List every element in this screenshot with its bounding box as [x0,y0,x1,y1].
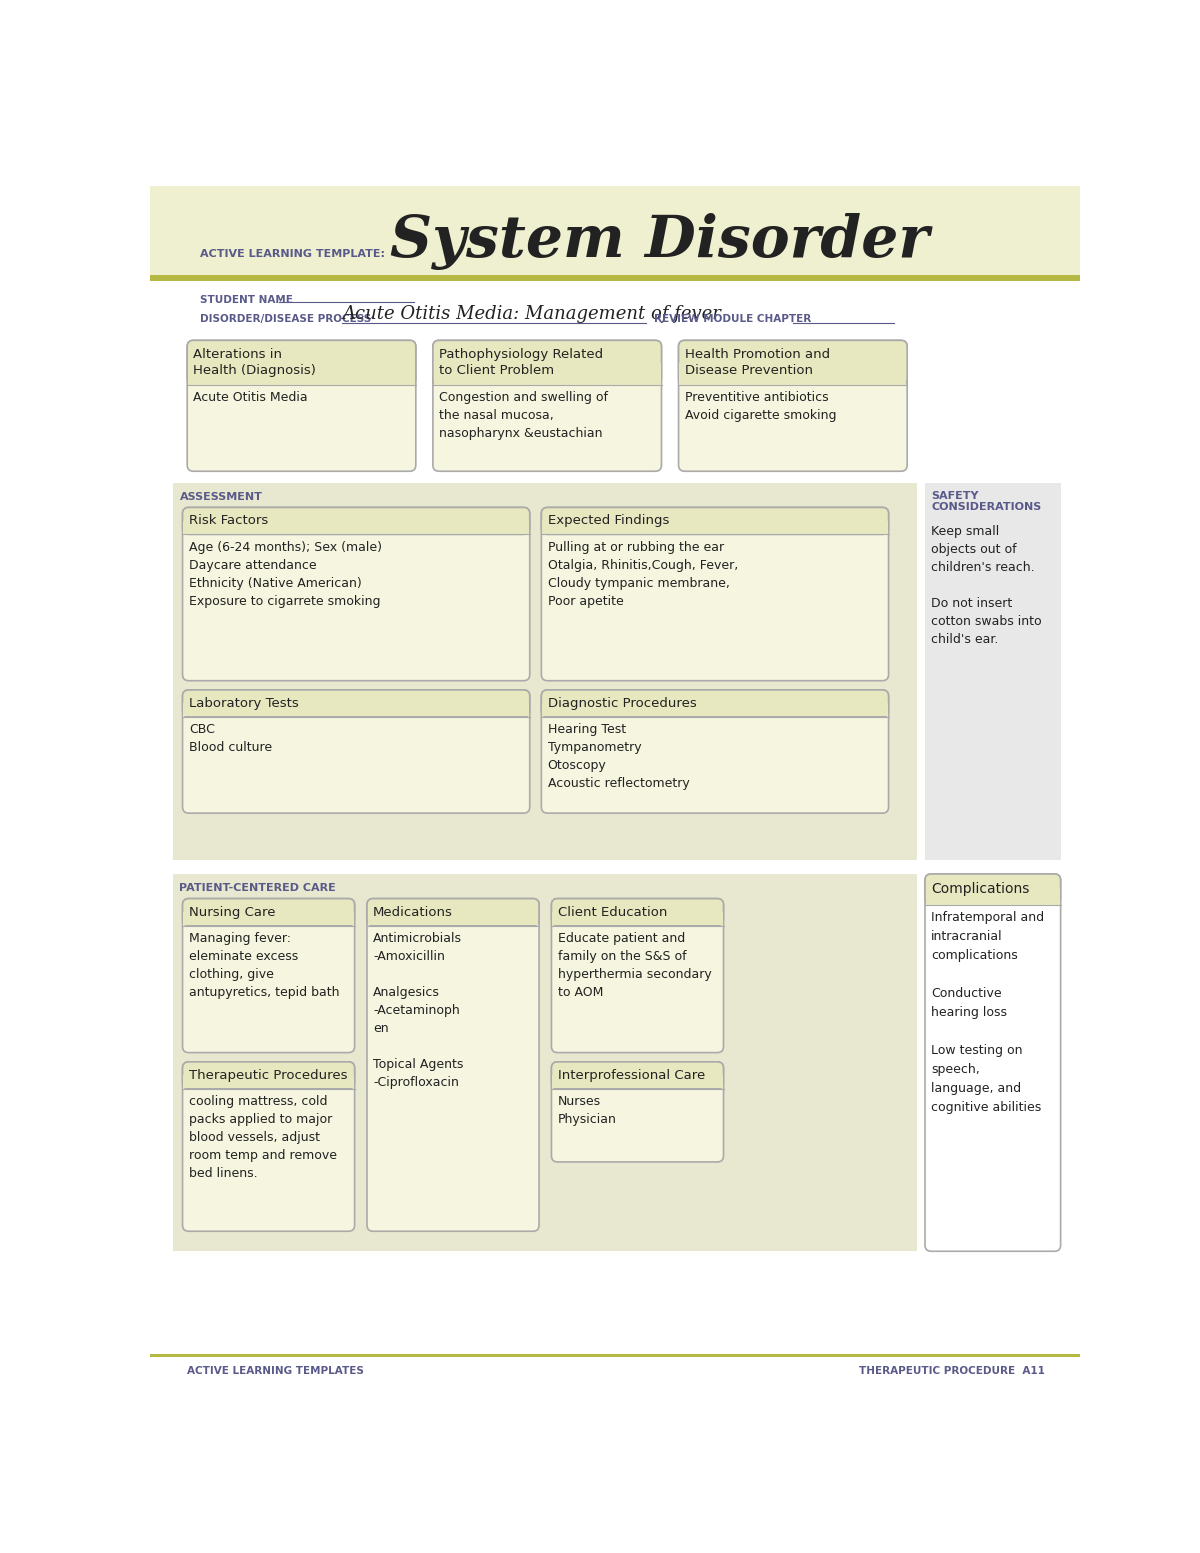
Bar [679,363,906,385]
FancyBboxPatch shape [182,690,529,717]
Bar [188,363,415,385]
Text: PATIENT-CENTERED CARE: PATIENT-CENTERED CARE [180,882,336,893]
Bar [188,342,415,385]
Bar [552,899,722,926]
Text: Acute Otitis Media: Acute Otitis Media [193,391,308,404]
FancyBboxPatch shape [541,690,888,814]
Text: Managing fever:
eleminate excess
clothing, give
antupyretics, tepid bath: Managing fever: eleminate excess clothin… [188,932,340,999]
Text: THERAPEUTIC PROCEDURE  A11: THERAPEUTIC PROCEDURE A11 [859,1365,1045,1376]
Bar [542,508,888,534]
FancyBboxPatch shape [182,899,355,926]
Text: Risk Factors: Risk Factors [188,514,268,528]
Bar [433,342,661,385]
FancyBboxPatch shape [552,1062,724,1089]
Text: Keep small
objects out of
children's reach.

Do not insert
cotton swabs into
chi: Keep small objects out of children's rea… [931,525,1042,646]
Text: Therapeutic Procedures: Therapeutic Procedures [188,1068,347,1082]
Text: SAFETY
CONSIDERATIONS: SAFETY CONSIDERATIONS [931,491,1042,512]
Text: DISORDER/DISEASE PROCESS: DISORDER/DISEASE PROCESS [200,314,372,323]
Text: ACTIVE LEARNING TEMPLATES: ACTIVE LEARNING TEMPLATES [187,1365,364,1376]
FancyBboxPatch shape [541,508,888,680]
Bar [173,483,917,860]
Text: CBC
Blood culture: CBC Blood culture [188,724,272,755]
Text: STUDENT NAME: STUDENT NAME [200,295,293,306]
FancyBboxPatch shape [925,874,1061,905]
Text: Diagnostic Procedures: Diagnostic Procedures [547,697,696,710]
Bar [184,1075,354,1089]
Text: ACTIVE LEARNING TEMPLATE:: ACTIVE LEARNING TEMPLATE: [200,248,385,259]
FancyBboxPatch shape [182,508,529,534]
Bar [679,342,906,385]
Text: Client Education: Client Education [558,905,667,918]
Bar [184,508,529,534]
Bar [184,912,354,924]
Text: Laboratory Tests: Laboratory Tests [188,697,299,710]
Bar [173,874,917,1252]
FancyBboxPatch shape [182,1062,355,1232]
Bar [433,363,661,385]
Bar [150,275,1080,281]
FancyBboxPatch shape [187,340,416,385]
Bar [552,1062,722,1089]
Bar [552,912,722,924]
Text: Medications: Medications [373,905,454,918]
Text: REVIEW MODULE CHAPTER: REVIEW MODULE CHAPTER [654,314,811,323]
FancyBboxPatch shape [925,874,1061,1252]
Text: Interprofessional Care: Interprofessional Care [558,1068,704,1082]
Bar [542,691,888,717]
FancyBboxPatch shape [678,340,907,471]
FancyBboxPatch shape [433,340,661,471]
Text: ASSESSMENT: ASSESSMENT [180,492,263,502]
FancyBboxPatch shape [187,340,416,471]
FancyBboxPatch shape [182,508,529,680]
Text: Nurses
Physician: Nurses Physician [558,1095,617,1126]
FancyBboxPatch shape [367,899,539,1232]
Text: Age (6-24 months); Sex (male)
Daycare attendance
Ethnicity (Native American)
Exp: Age (6-24 months); Sex (male) Daycare at… [188,540,382,607]
FancyBboxPatch shape [182,690,529,814]
Bar [150,1354,1080,1357]
Text: Pathophysiology Related
to Client Problem: Pathophysiology Related to Client Proble… [439,348,604,377]
Text: System Disorder: System Disorder [390,213,929,270]
Text: Educate patient and
family on the S&S of
hyperthermia secondary
to AOM: Educate patient and family on the S&S of… [558,932,712,999]
Text: Acute Otitis Media: Management of fever: Acute Otitis Media: Management of fever [342,306,721,323]
Bar [150,186,1080,278]
FancyBboxPatch shape [678,340,907,385]
Text: cooling mattress, cold
packs applied to major
blood vessels, adjust
room temp an: cooling mattress, cold packs applied to … [188,1095,337,1180]
FancyBboxPatch shape [182,1062,355,1089]
FancyBboxPatch shape [367,899,539,926]
FancyBboxPatch shape [552,899,724,926]
Text: Hearing Test
Tympanometry
Otoscopy
Acoustic reflectometry: Hearing Test Tympanometry Otoscopy Acous… [547,724,689,790]
Bar [925,890,1060,905]
Text: Complications: Complications [931,882,1030,896]
FancyBboxPatch shape [433,340,661,385]
Text: Health Promotion and
Disease Prevention: Health Promotion and Disease Prevention [685,348,830,377]
Bar [552,1075,722,1089]
Bar [184,704,529,716]
Bar [925,483,1061,860]
Text: Congestion and swelling of
the nasal mucosa,
nasopharynx &eustachian: Congestion and swelling of the nasal muc… [439,391,608,439]
Text: Infratemporal and
intracranial
complications

Conductive
hearing loss

Low testi: Infratemporal and intracranial complicat… [931,912,1044,1114]
Bar [184,1062,354,1089]
FancyBboxPatch shape [552,899,724,1053]
Text: Nursing Care: Nursing Care [188,905,275,918]
Bar [184,520,529,534]
Bar [184,899,354,926]
Bar [367,912,539,924]
Text: Antimicrobials
-Amoxicillin

Analgesics
-Acetaminoph
en

Topical Agents
-Ciprofl: Antimicrobials -Amoxicillin Analgesics -… [373,932,463,1089]
FancyBboxPatch shape [552,1062,724,1162]
Bar [542,704,888,716]
Text: Expected Findings: Expected Findings [547,514,668,528]
FancyBboxPatch shape [541,690,888,717]
Text: Pulling at or rubbing the ear
Otalgia, Rhinitis,Cough, Fever,
Cloudy tympanic me: Pulling at or rubbing the ear Otalgia, R… [547,540,738,607]
FancyBboxPatch shape [541,508,888,534]
FancyBboxPatch shape [182,899,355,1053]
Bar [184,691,529,717]
Text: Preventitive antibiotics
Avoid cigarette smoking: Preventitive antibiotics Avoid cigarette… [685,391,836,422]
Bar [542,520,888,534]
Text: Alterations in
Health (Diagnosis): Alterations in Health (Diagnosis) [193,348,317,377]
Bar [367,899,539,926]
